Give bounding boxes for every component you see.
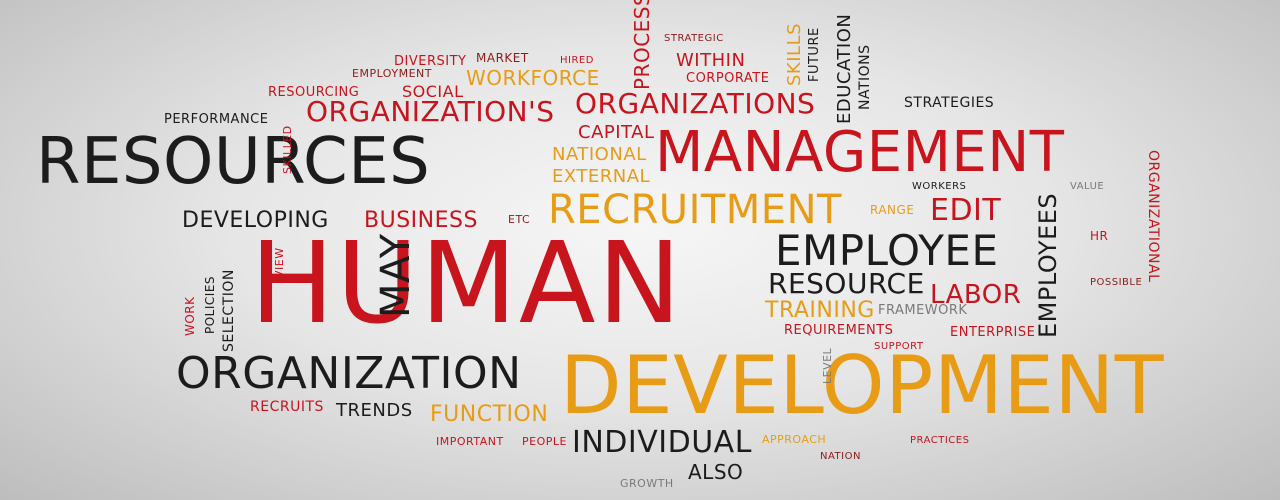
word-workforce: WORKFORCE [466, 66, 600, 90]
word-social: SOCIAL [402, 82, 464, 101]
word-organization: ORGANIZATION [176, 348, 522, 399]
word-skills: SKILLS [784, 22, 805, 86]
word-recruitment: RECRUITMENT [548, 187, 842, 233]
word-etc: ETC [508, 213, 531, 226]
word-corporate: CORPORATE [686, 71, 770, 86]
word-strategies: STRATEGIES [904, 95, 995, 111]
word-within: WITHIN [676, 50, 746, 71]
word-value: VALUE [1070, 181, 1105, 192]
word-organizational: ORGANIZATIONAL [1145, 150, 1161, 283]
word-also: ALSO [688, 460, 744, 484]
word-resourcing: RESOURCING [268, 85, 360, 100]
word-nations: NATIONS [857, 44, 873, 110]
word-function: FUNCTION [430, 402, 549, 427]
word-diversity: DIVERSITY [394, 54, 467, 69]
word-practices: PRACTICES [910, 435, 970, 446]
word-view: VIEW [273, 247, 286, 278]
word-edit: EDIT [930, 193, 1002, 228]
word-resources: RESOURCES [36, 125, 431, 199]
word-level: LEVEL [821, 347, 834, 384]
word-employment: EMPLOYMENT [352, 67, 432, 80]
word-performance: PERFORMANCE [164, 112, 269, 127]
word-range: RANGE [870, 203, 915, 217]
word-external: EXTERNAL [552, 166, 651, 187]
word-employee: EMPLOYEE [775, 226, 999, 275]
word-strategic: STRATEGIC [664, 33, 724, 44]
word-recruits: RECRUITS [250, 399, 324, 415]
word-approach: APPROACH [762, 433, 827, 446]
word-may: MAY [373, 233, 419, 318]
word-requirements: REQUIREMENTS [784, 323, 894, 338]
word-workers: WORKERS [912, 181, 967, 192]
word-training: TRAINING [765, 298, 875, 323]
word-human: HUMAN [250, 219, 684, 349]
word-management: MANAGEMENT [655, 120, 1065, 185]
word-hired: HIRED [560, 55, 594, 66]
word-policies: POLICIES [203, 275, 217, 334]
word-organizations: ORGANIZATIONS [575, 87, 816, 120]
word-possible: POSSIBLE [1090, 277, 1143, 288]
word-growth: GROWTH [620, 477, 674, 490]
word-education: EDUCATION [834, 13, 855, 124]
word-work: WORK [183, 296, 197, 336]
word-selection: SELECTION [221, 269, 237, 352]
word-enterprise: ENTERPRISE [950, 325, 1036, 340]
word-resource: RESOURCE [768, 267, 925, 300]
word-employees: EMPLOYEES [1034, 192, 1062, 338]
word-hr: HR [1090, 229, 1109, 243]
word-support: SUPPORT [874, 341, 924, 352]
word-people: PEOPLE [522, 435, 567, 448]
word-individual: INDIVIDUAL [572, 425, 752, 460]
word-capital: CAPITAL [578, 122, 655, 143]
word-development: DEVELOPMENT [560, 339, 1165, 432]
word-organization-s: ORGANIZATION'S [306, 95, 555, 128]
word-nation: NATION [820, 451, 861, 462]
word-future: FUTURE [807, 27, 822, 82]
word-process: PROCESS [630, 0, 654, 90]
word-labor: LABOR [930, 280, 1022, 310]
word-trends: TRENDS [336, 400, 413, 421]
word-business: BUSINESS [364, 208, 478, 233]
word-important: IMPORTANT [436, 435, 504, 448]
word-developing: DEVELOPING [182, 208, 329, 233]
word-national: NATIONAL [552, 144, 647, 165]
word-skilled: SKILLED [281, 125, 294, 174]
word-market: MARKET [476, 51, 529, 65]
word-framework: FRAMEWORK [878, 303, 968, 318]
